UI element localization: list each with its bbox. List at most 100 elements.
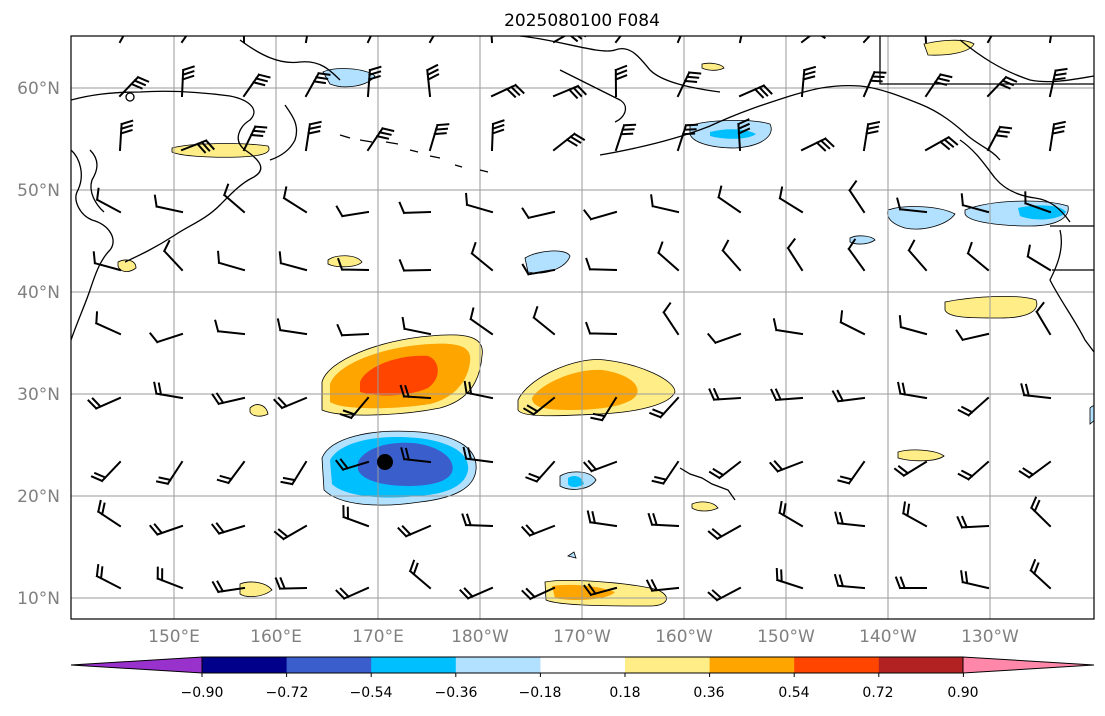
latitude-labels: 60°N 50°N 40°N 30°N 20°N 10°N — [17, 79, 60, 609]
wind-barb — [337, 257, 370, 272]
wind-barb — [833, 573, 866, 590]
wind-barb — [896, 197, 928, 214]
wind-barb — [521, 207, 556, 220]
wind-barb — [590, 396, 618, 422]
wind-barb — [335, 205, 370, 218]
wind-barb — [1048, 36, 1052, 44]
wind-barb — [957, 396, 990, 417]
wind-barb — [425, 63, 440, 98]
wind-barb — [153, 381, 184, 400]
wind-barb — [335, 586, 370, 600]
wind-barb — [428, 123, 450, 152]
wind-barb — [398, 201, 432, 215]
wind-barb — [242, 36, 246, 44]
wind-barb — [211, 392, 246, 406]
wind-barb — [216, 460, 246, 485]
wind-barb — [676, 123, 699, 152]
colorbar-segment — [540, 657, 626, 673]
colorbar-segment — [286, 657, 372, 673]
wind-barb — [894, 576, 928, 590]
wind-barb — [397, 524, 432, 538]
colorbar-tick-label: −0.54 — [350, 685, 393, 701]
wind-barb — [848, 180, 866, 214]
wind-barb — [304, 120, 322, 152]
wind-barb — [1048, 67, 1068, 98]
colorbar-segment — [794, 657, 880, 673]
wind-barb — [463, 380, 494, 400]
wind-barbs — [87, 36, 1068, 602]
colorbar — [70, 656, 1095, 677]
wind-barb — [180, 65, 195, 98]
wind-barb — [366, 127, 395, 152]
lon-label: 130°W — [961, 627, 1019, 647]
wind-barb — [957, 460, 990, 481]
wind-barb — [180, 36, 188, 44]
wind-barb — [649, 396, 680, 419]
wind-barb — [657, 241, 680, 272]
wind-barb — [737, 118, 751, 152]
wind-barb — [398, 258, 432, 272]
wind-barb — [956, 515, 990, 529]
wind-barb — [986, 125, 1013, 152]
wind-barb — [708, 387, 742, 401]
map-title: 2025080100 F084 — [504, 11, 660, 31]
wind-barb — [847, 238, 866, 272]
wind-barb — [272, 396, 308, 410]
wind-barb — [768, 459, 804, 473]
colorbar-tick-label: 0.36 — [693, 685, 724, 701]
lon-label: 180°W — [451, 627, 509, 647]
wind-barb — [893, 460, 928, 478]
wind-barb — [401, 316, 432, 336]
wind-barb — [242, 73, 271, 98]
colorbar-tick-label: 0.54 — [778, 685, 809, 701]
wind-barb — [490, 36, 494, 44]
wind-barb — [156, 566, 184, 590]
lat-label: 60°N — [17, 79, 60, 99]
wind-barb — [552, 132, 586, 152]
wind-barb — [339, 396, 370, 420]
wind-barb — [342, 505, 370, 528]
wind-barb — [366, 65, 382, 98]
wind-barb — [585, 257, 618, 272]
wind-barb — [334, 458, 370, 472]
wind-barb — [469, 307, 494, 336]
wind-barb — [834, 511, 866, 528]
wind-barb — [459, 586, 494, 600]
wind-barb — [924, 73, 953, 98]
wind-barb — [148, 523, 184, 536]
wind-barb — [462, 446, 494, 464]
colorbar-segment — [371, 657, 457, 673]
lon-label: 170°W — [553, 627, 611, 647]
wind-barb — [96, 499, 122, 528]
colorbar-segment — [625, 657, 711, 673]
wind-barb — [211, 580, 246, 594]
colorbar-segment — [709, 657, 795, 673]
colorbar-tick-label: 0.72 — [862, 685, 893, 701]
wind-barb — [217, 250, 246, 272]
wind-barb — [90, 460, 122, 483]
wind-barb — [707, 586, 742, 602]
wind-barb — [94, 311, 122, 336]
wind-barb — [155, 460, 184, 486]
wind-barb — [282, 186, 308, 214]
wind-barb — [839, 310, 866, 336]
colorbar-tick-label: 0.18 — [609, 685, 640, 701]
lon-label: 170°E — [352, 627, 404, 647]
colorbar-segment — [878, 657, 964, 673]
wind-barb — [95, 187, 122, 214]
wind-barb — [408, 559, 432, 590]
wind-barb — [775, 567, 804, 590]
wind-barb — [986, 75, 1018, 98]
wind-barb — [399, 384, 432, 400]
wind-barb — [461, 513, 494, 528]
colorbar-segment — [455, 657, 541, 673]
colorbar-tick-label: −0.18 — [519, 685, 562, 701]
wind-barb — [532, 305, 556, 336]
negative-anomaly-regions — [321, 68, 1094, 559]
wind-barb — [986, 36, 993, 44]
wind-barb — [1048, 120, 1066, 152]
wind-barb — [924, 36, 928, 44]
wind-barb — [273, 524, 308, 541]
wind-barb — [837, 460, 866, 485]
longitude-labels: 150°E 160°E 170°E 180°W 170°W 160°W 150°… — [148, 627, 1019, 647]
